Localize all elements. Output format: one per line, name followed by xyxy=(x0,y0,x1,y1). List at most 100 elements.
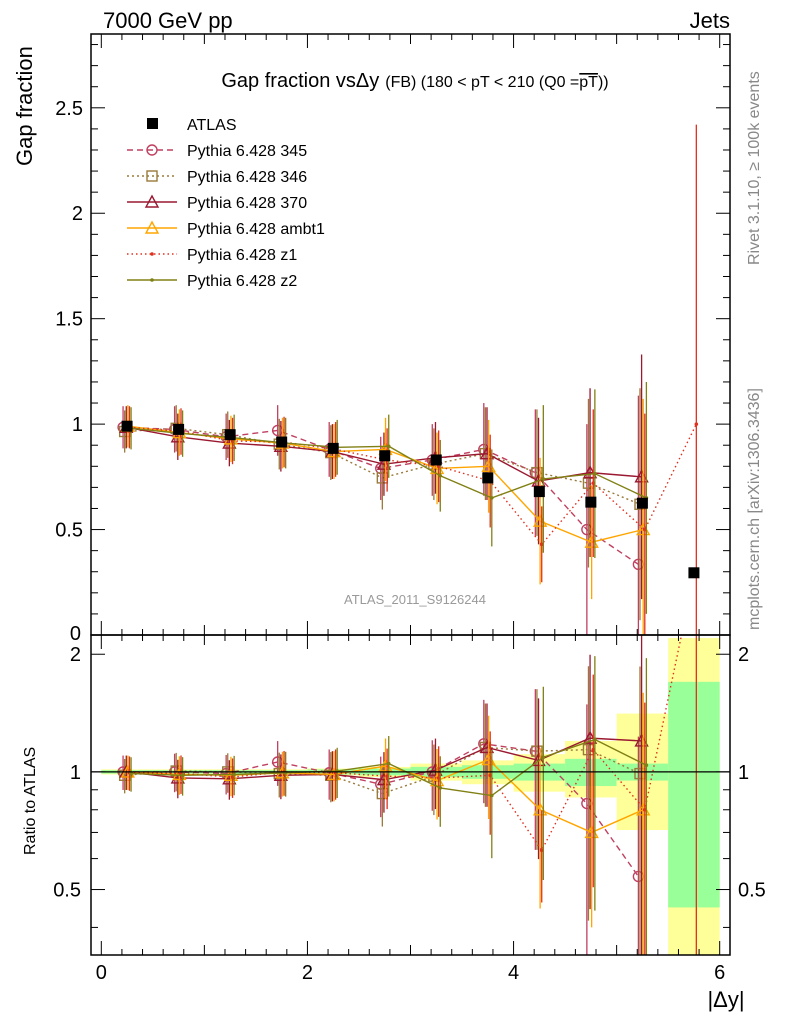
energy-label: 7000 GeV pp xyxy=(103,8,233,33)
ratio-y-tick-label: 1 xyxy=(70,762,81,784)
legend-entry: Pythia 6.428 346 xyxy=(127,169,307,186)
atlas-point xyxy=(327,442,339,454)
legend: ATLAS Pythia 6.428 345 Pythia 6.428 346 Pyt… xyxy=(127,117,325,290)
legend-marker xyxy=(144,194,160,208)
data-point xyxy=(593,471,597,476)
ratio-y-tick-label-right: 2 xyxy=(738,644,749,666)
ratio-point xyxy=(232,772,236,777)
ratio-point xyxy=(644,763,649,768)
legend-marker xyxy=(146,144,158,156)
mcplots-note: mcplots.cern.ch [arXiv:1306.3436] xyxy=(746,388,763,630)
title-dy: Δy xyxy=(356,70,379,92)
atlas-point xyxy=(173,423,185,435)
rivet-version-note: Rivet 3.1.10, ≥ 100k events xyxy=(746,71,763,265)
ratio-y-tick-label: 0.5 xyxy=(53,880,81,902)
legend-label: Pythia 6.428 345 xyxy=(187,143,307,160)
atlas-point xyxy=(482,472,494,484)
legend-marker xyxy=(150,252,154,256)
series-4 xyxy=(127,124,699,635)
atlas-point xyxy=(379,450,391,462)
atlas-data xyxy=(121,420,700,579)
data-point xyxy=(531,473,546,487)
ratio-point xyxy=(489,793,494,798)
title-close: )) xyxy=(598,74,609,91)
series-3 xyxy=(120,398,651,635)
data-point xyxy=(438,473,443,478)
title-main: Gap fraction vs xyxy=(221,70,356,92)
y-tick-label: 1 xyxy=(72,414,83,436)
data-point xyxy=(694,422,699,426)
data-point xyxy=(541,477,546,481)
atlas-point xyxy=(224,429,236,441)
legend-label: Pythia 6.428 z2 xyxy=(187,273,297,290)
atlas-point xyxy=(121,420,133,432)
ratio-point xyxy=(180,773,185,778)
atlas-point xyxy=(276,436,288,448)
atlas-point xyxy=(430,454,442,466)
series-line xyxy=(123,426,639,565)
chart-title: Gap fraction vsΔy (FB) (180 < pT < 210 (Q… xyxy=(221,70,608,92)
process-label: Jets xyxy=(689,8,730,33)
x-tick-label: 0 xyxy=(96,962,107,984)
legend-label: Pythia 6.428 z1 xyxy=(187,247,297,264)
ratio-y-tick-label: 2 xyxy=(70,644,81,666)
atlas-point xyxy=(636,497,648,509)
ratio-point xyxy=(488,773,492,778)
x-axis-label: |Δy| xyxy=(707,987,744,1012)
legend-label: Pythia 6.428 370 xyxy=(187,195,307,212)
legend-marker xyxy=(147,118,158,129)
ratio-series-4 xyxy=(127,635,697,955)
atlas-point xyxy=(585,496,597,508)
ratio-series-1 xyxy=(118,666,646,955)
ratio-series-2 xyxy=(119,635,649,955)
ratio-point xyxy=(230,775,235,779)
ratio-point xyxy=(642,807,647,812)
series-line xyxy=(129,423,697,546)
ratio-point xyxy=(438,786,443,790)
ratio-series-5 xyxy=(129,656,649,955)
legend-entry: Pythia 6.428 z2 xyxy=(127,273,297,290)
ratio-point xyxy=(386,761,391,766)
ratio-point xyxy=(539,848,544,853)
data-point xyxy=(642,527,647,532)
ratio-point xyxy=(591,747,596,752)
title-small: (FB) (180 < pT < 210 (Q0 = xyxy=(385,74,579,91)
main-plot-series xyxy=(117,124,700,635)
x-tick-label: 6 xyxy=(714,962,725,984)
x-tick-label: 4 xyxy=(508,962,519,984)
legend-entry: Pythia 6.428 345 xyxy=(127,143,307,160)
atlas-point xyxy=(688,567,700,579)
ratio-y-tick-label-right: 0.5 xyxy=(738,880,766,902)
legend-entry: Pythia 6.428 ambt1 xyxy=(127,220,325,238)
ratio-point xyxy=(436,776,441,780)
series-line xyxy=(124,427,641,505)
data-point xyxy=(489,496,494,500)
ratio-point xyxy=(593,737,597,742)
y-tick-label: 0.5 xyxy=(55,520,83,542)
ratio-plot-series xyxy=(117,635,697,955)
legend-marker xyxy=(146,170,158,182)
chart-watermark: ATLAS_2011_S9126244 xyxy=(344,592,486,607)
ratio-series-0 xyxy=(117,689,645,955)
data-point xyxy=(591,481,596,485)
title-pt: pT xyxy=(579,74,598,91)
legend-marker xyxy=(150,278,154,282)
y-tick-label: 1.5 xyxy=(55,309,83,331)
series-5 xyxy=(129,381,649,614)
legend-label: ATLAS xyxy=(187,117,237,134)
ratio-bands xyxy=(101,638,720,955)
ratio-point xyxy=(541,755,546,760)
y-axis-label-main: Gap fraction xyxy=(12,46,37,166)
ratio-point xyxy=(531,752,546,767)
data-point xyxy=(386,444,391,449)
y-tick-label: 0 xyxy=(70,623,81,645)
band-inner xyxy=(668,681,720,908)
legend-entry: Pythia 6.428 370 xyxy=(127,194,307,212)
data-point xyxy=(539,542,544,547)
legend-marker xyxy=(144,220,160,234)
y-tick-label: 2.5 xyxy=(55,98,83,120)
legend-entry: ATLAS xyxy=(147,117,237,134)
ratio-series-line xyxy=(129,635,683,852)
legend-label: Pythia 6.428 346 xyxy=(187,169,307,186)
